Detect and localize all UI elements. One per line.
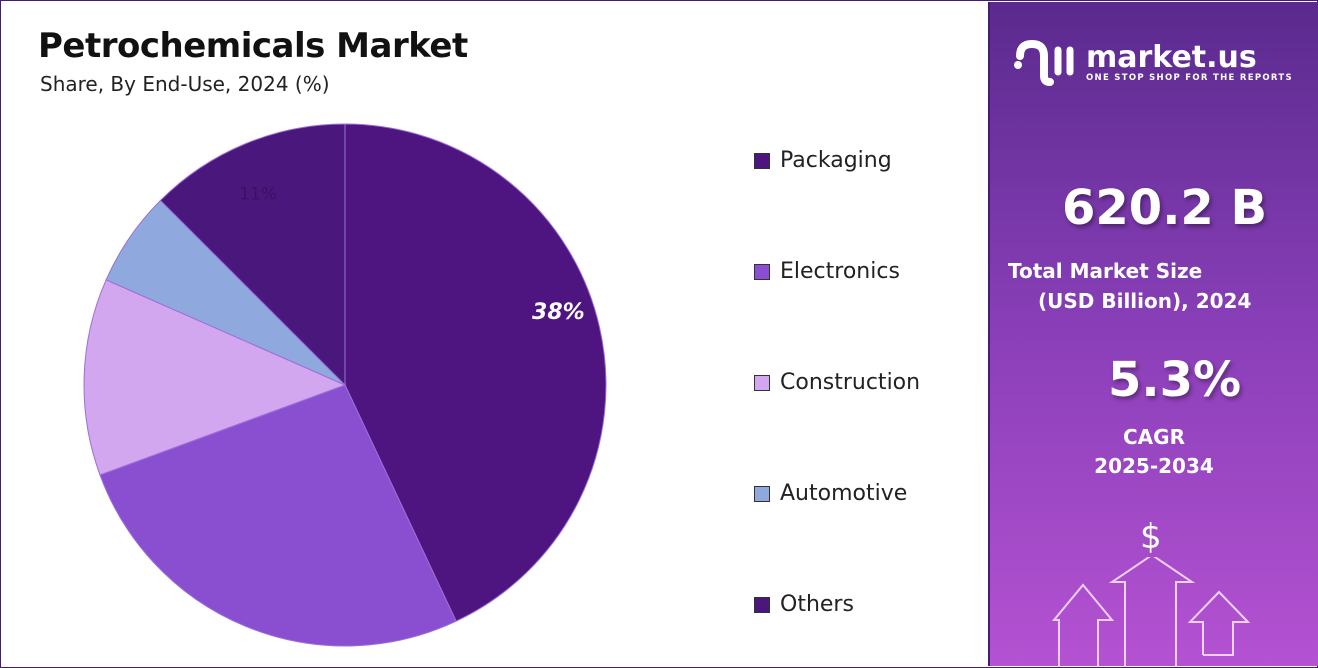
data-label-others: 11% bbox=[239, 184, 277, 204]
legend-item-packaging: Packaging bbox=[754, 148, 892, 173]
market-size-unit: (USD Billion), 2024 bbox=[1038, 289, 1252, 313]
legend-item-electronics: Electronics bbox=[754, 259, 900, 284]
pie-chart: 38% 11% bbox=[83, 123, 607, 647]
legend-label: Electronics bbox=[780, 259, 900, 284]
cagr-label: CAGR bbox=[1123, 425, 1185, 449]
legend-swatch bbox=[754, 152, 770, 169]
cagr-value: 5.3% bbox=[1108, 352, 1242, 408]
pie-slice-packaging bbox=[344, 123, 607, 622]
legend-label: Others bbox=[780, 592, 854, 617]
legend-label: Automotive bbox=[780, 481, 908, 506]
pie-slice-electronics bbox=[99, 384, 457, 647]
stats-panel: market.us ONE STOP SHOP FOR THE REPORTS … bbox=[988, 2, 1318, 667]
logo-name: market.us bbox=[1086, 40, 1257, 75]
legend-swatch bbox=[754, 263, 770, 280]
legend-label: Construction bbox=[780, 370, 921, 395]
data-label-packaging: 38% bbox=[532, 300, 585, 325]
legend-swatch bbox=[754, 596, 770, 613]
market-size-value: 620.2 B bbox=[1062, 180, 1268, 236]
chart-subtitle: Share, By End-Use, 2024 (%) bbox=[40, 72, 330, 96]
dollar-icon: $ bbox=[1140, 517, 1162, 557]
logo-icon bbox=[1014, 39, 1074, 86]
pie-slice-others bbox=[159, 123, 346, 387]
chart-title: Petrochemicals Market bbox=[38, 26, 468, 66]
growth-arrows-icon bbox=[1051, 557, 1251, 667]
legend-item-others: Others bbox=[754, 592, 854, 617]
legend-item-automotive: Automotive bbox=[754, 481, 907, 506]
legend-swatch bbox=[754, 374, 770, 391]
logo-tagline: ONE STOP SHOP FOR THE REPORTS bbox=[1086, 73, 1293, 83]
cagr-period: 2025-2034 bbox=[1094, 454, 1214, 478]
legend-swatch bbox=[754, 485, 770, 502]
market-size-label: Total Market Size bbox=[1008, 259, 1203, 283]
legend-item-construction: Construction bbox=[754, 370, 920, 395]
legend-label: Packaging bbox=[780, 148, 892, 173]
market-us-logo: market.us ONE STOP SHOP FOR THE REPORTS bbox=[1012, 38, 1293, 88]
pie-slice-construction bbox=[83, 279, 347, 476]
